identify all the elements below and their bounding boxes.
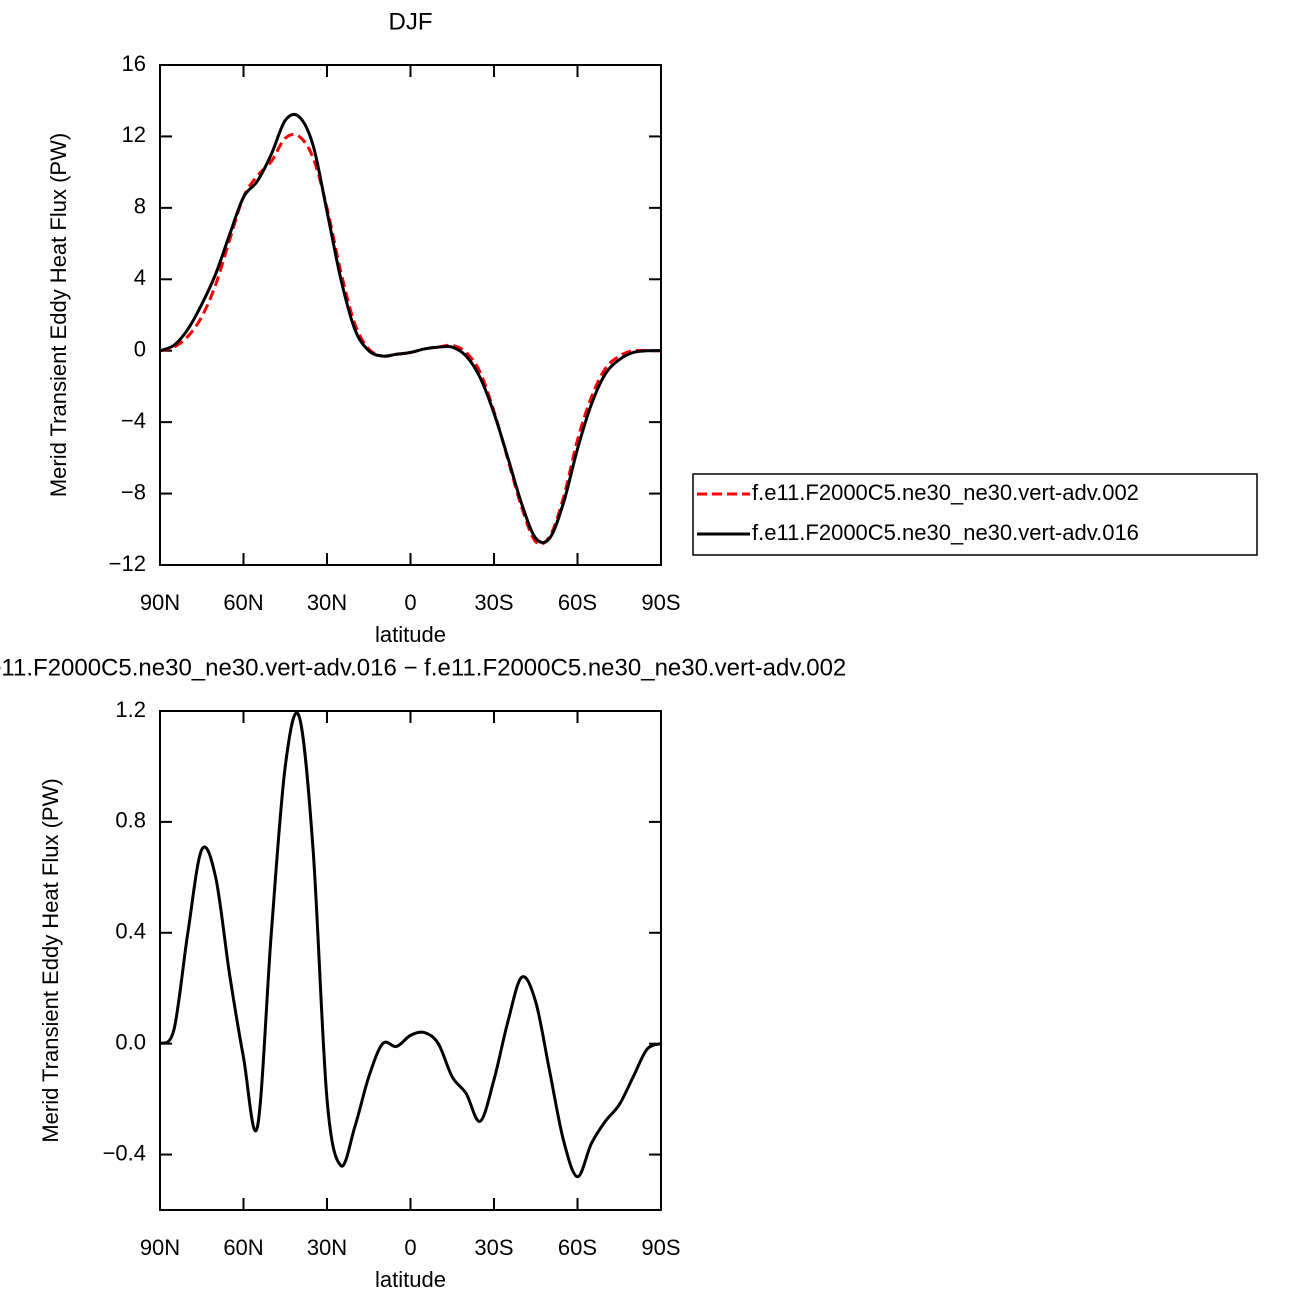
x-tick-label: 30S (474, 1235, 513, 1260)
y-tick-label: −4 (121, 408, 146, 433)
x-tick-label: 0 (404, 590, 416, 615)
y-tick-label: −0.4 (103, 1140, 146, 1165)
y-tick-label: −8 (121, 479, 146, 504)
x-axis-label: latitude (375, 1267, 446, 1292)
x-tick-label: 30N (307, 590, 347, 615)
y-axis-label: Merid Transient Eddy Heat Flux (PW) (38, 778, 63, 1142)
x-tick-label: 60S (558, 590, 597, 615)
series-line (158, 711, 662, 1179)
chart-title: f.e11.F2000C5.ne30_ne30.vert-adv.016 − f… (0, 654, 846, 681)
y-tick-label: 0.0 (115, 1029, 146, 1054)
x-axis-label: latitude (375, 622, 446, 647)
x-tick-label: 0 (404, 1235, 416, 1260)
y-tick-label: 16 (122, 51, 146, 76)
x-tick-label: 90S (641, 590, 680, 615)
y-axis-label: Merid Transient Eddy Heat Flux (PW) (46, 133, 71, 497)
y-tick-label: 0.8 (115, 808, 146, 833)
series-line (159, 112, 662, 545)
legend-label: f.e11.F2000C5.ne30_ne30.vert-adv.002 (752, 480, 1139, 505)
chart-title: DJF (389, 8, 433, 35)
x-tick-label: 90N (140, 590, 180, 615)
x-tick-label: 60S (558, 1235, 597, 1260)
x-tick-label: 60N (223, 590, 263, 615)
y-tick-label: 4 (134, 265, 146, 290)
x-tick-label: 90S (641, 1235, 680, 1260)
y-tick-label: −12 (109, 551, 146, 576)
y-tick-label: 1.2 (115, 697, 146, 722)
series-line (159, 132, 661, 546)
plot-frame (159, 64, 662, 566)
y-tick-label: 8 (134, 194, 146, 219)
x-tick-label: 60N (223, 1235, 263, 1260)
legend-label: f.e11.F2000C5.ne30_ne30.vert-adv.016 (752, 520, 1139, 545)
y-tick-label: 12 (122, 122, 146, 147)
x-tick-label: 90N (140, 1235, 180, 1260)
x-tick-label: 30N (307, 1235, 347, 1260)
plot-frame (159, 710, 662, 1211)
x-tick-label: 30S (474, 590, 513, 615)
y-tick-label: 0 (134, 337, 146, 362)
legend-box (692, 473, 1258, 556)
y-tick-label: 0.4 (115, 919, 146, 944)
